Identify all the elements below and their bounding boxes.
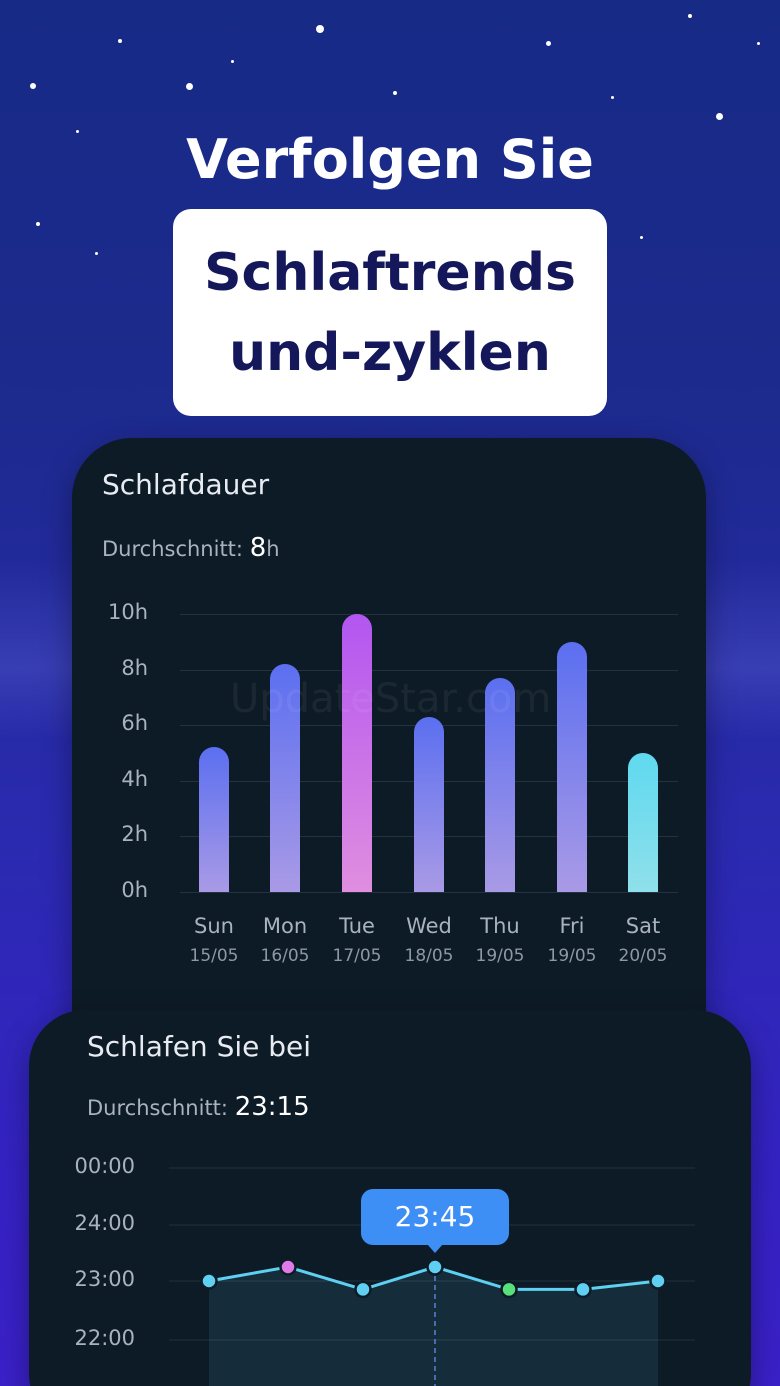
- x-date-label: 17/05: [332, 946, 382, 966]
- star: [118, 39, 122, 43]
- bar-wed[interactable]: [414, 716, 444, 892]
- x-day-label: Mon: [262, 914, 308, 938]
- bar-sat[interactable]: [628, 753, 658, 892]
- hero-highlight-line1: Schlaftrends: [204, 243, 576, 303]
- hero-headline: Verfolgen Sie: [186, 128, 594, 191]
- hero-highlight-line2: und-zyklen: [229, 323, 551, 383]
- average-unit: h: [266, 537, 280, 561]
- card-title: Schlafen Sie bei: [87, 1030, 312, 1063]
- star: [95, 252, 98, 255]
- y-tick-label: 6h: [121, 711, 148, 736]
- bar-thu[interactable]: [485, 677, 515, 892]
- star: [546, 41, 551, 46]
- data-point[interactable]: [574, 1280, 592, 1299]
- star: [30, 83, 36, 89]
- x-day-label: Sun: [194, 914, 234, 938]
- y-tick-label: 23:00: [74, 1267, 135, 1291]
- hero-highlight-box: Schlaftrends und-zyklen: [173, 209, 607, 416]
- bar-fri[interactable]: [557, 641, 587, 892]
- x-date-label: 19/05: [547, 946, 597, 966]
- y-tick-label: 2h: [121, 822, 148, 847]
- x-date-label: 18/05: [404, 946, 454, 966]
- gridline: [180, 614, 678, 615]
- data-point[interactable]: [426, 1258, 444, 1276]
- y-tick-label: 24:00: [74, 1211, 135, 1235]
- y-tick-label: 10h: [107, 600, 148, 624]
- star: [640, 236, 643, 239]
- x-day-label: Tue: [339, 914, 375, 938]
- x-day-label: Fri: [559, 914, 585, 938]
- star: [716, 113, 723, 120]
- x-date-label: 20/05: [618, 946, 668, 966]
- x-day-label: Thu: [480, 914, 520, 938]
- star: [393, 91, 397, 95]
- data-point[interactable]: [200, 1272, 218, 1290]
- data-point[interactable]: [500, 1280, 518, 1299]
- watermark: UpdateStar.com: [230, 676, 552, 722]
- star: [688, 14, 692, 18]
- gridline: [180, 669, 678, 671]
- area-fill: [209, 1267, 658, 1386]
- x-day-label: Wed: [406, 914, 452, 938]
- y-tick-label: 22:00: [74, 1326, 135, 1350]
- data-point[interactable]: [279, 1258, 297, 1276]
- x-date-label: 19/05: [475, 946, 525, 966]
- bar-sun[interactable]: [199, 747, 229, 892]
- x-date-label: 16/05: [260, 946, 310, 966]
- gridline: [180, 892, 678, 893]
- bar-tue[interactable]: [342, 614, 372, 892]
- x-day-label: Sat: [625, 914, 661, 938]
- average-value: 8: [249, 533, 267, 563]
- y-tick-label: 8h: [121, 655, 148, 680]
- average-summary: Durchschnitt: 23:15: [87, 1092, 310, 1122]
- star: [757, 42, 760, 45]
- star: [231, 60, 234, 63]
- y-tick-label: 0h: [121, 878, 148, 902]
- y-tick-label: 4h: [121, 766, 148, 791]
- card-title: Schlafdauer: [102, 468, 270, 501]
- average-value: 23:15: [234, 1092, 310, 1122]
- star: [186, 83, 193, 90]
- bar-mon[interactable]: [270, 664, 300, 892]
- y-tick-label: 00:00: [74, 1154, 135, 1178]
- average-label: Durchschnitt:: [87, 1096, 228, 1120]
- selected-point-tooltip: 23:45: [361, 1189, 509, 1253]
- star: [316, 25, 324, 33]
- star: [36, 222, 40, 226]
- x-date-label: 15/05: [189, 946, 239, 966]
- star: [611, 96, 614, 99]
- data-point[interactable]: [649, 1272, 667, 1290]
- average-label: Durchschnitt:: [102, 537, 243, 561]
- data-point[interactable]: [354, 1280, 372, 1299]
- average-summary: Durchschnitt: 8h: [102, 533, 280, 563]
